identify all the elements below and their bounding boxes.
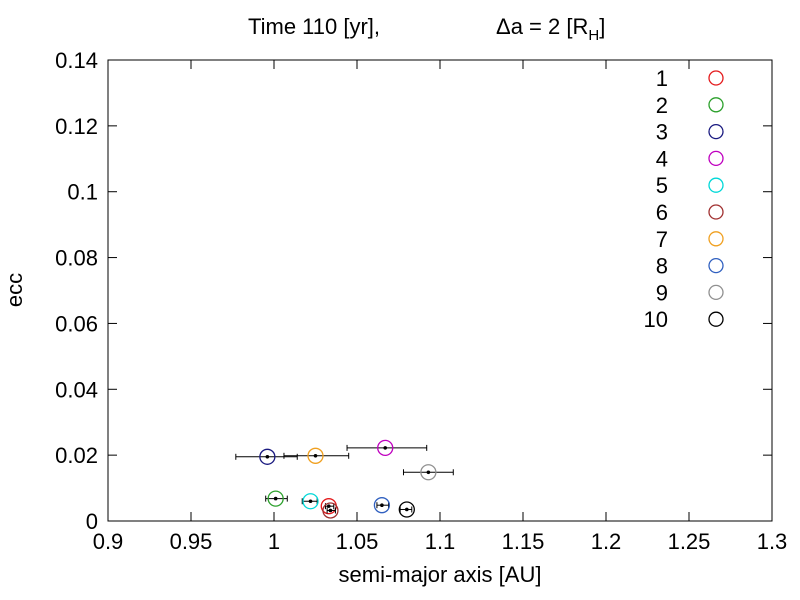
data-point-marker	[420, 464, 437, 481]
series-5	[301, 493, 319, 510]
chart-title-time: Time 110 [yr],	[248, 14, 380, 39]
data-point-center	[426, 470, 431, 475]
x-tick-label: 1.3	[757, 529, 788, 554]
legend-entry-4: 4	[656, 146, 724, 171]
data-point-marker	[398, 501, 415, 518]
legend-entry-9: 9	[656, 280, 724, 305]
legend-entry-5: 5	[656, 173, 724, 198]
legend-label: 7	[656, 227, 668, 252]
legend-label: 8	[656, 254, 668, 279]
legend-marker	[708, 177, 724, 193]
legend-entry-3: 3	[656, 120, 724, 145]
y-tick-label: 0	[86, 509, 98, 534]
chart-title-delta: Δa = 2 [RH]	[496, 14, 605, 44]
legend-label: 5	[656, 173, 668, 198]
y-tick-label: 0.14	[55, 48, 98, 73]
data-point-center	[273, 496, 278, 501]
legend-entry-7: 7	[656, 227, 724, 252]
x-tick-label: 1.15	[502, 529, 545, 554]
data-point-center	[326, 504, 331, 508]
series-10	[398, 501, 415, 518]
series-7	[283, 447, 350, 464]
data-point-center	[383, 446, 388, 450]
legend-marker	[708, 150, 724, 167]
plot-frame	[107, 59, 773, 522]
x-tick-label: 1.1	[425, 529, 456, 554]
data-points	[235, 439, 454, 519]
legend-marker	[708, 204, 724, 220]
data-point-marker	[307, 447, 324, 464]
legend-label: 3	[656, 120, 668, 145]
x-tick-label: 0.9	[93, 529, 124, 554]
y-ticks: 0 0.02 0.04 0.06 0.08 0.1 0.12 0.14	[55, 48, 772, 534]
legend-label: 9	[656, 280, 668, 305]
series-4	[346, 439, 428, 457]
legend-entry-6: 6	[656, 200, 724, 225]
y-tick-label: 0.04	[55, 377, 98, 402]
legend-label: 1	[656, 66, 668, 91]
x-axis-title: semi-major axis [AU]	[339, 562, 542, 587]
legend-entry-2: 2	[656, 93, 724, 118]
legend-marker	[708, 311, 724, 327]
x-tick-label: 1.2	[591, 529, 622, 554]
y-tick-label: 0.06	[55, 311, 98, 336]
x-tick-label: 1	[268, 529, 280, 554]
y-tick-label: 0.1	[67, 180, 98, 205]
legend-marker	[708, 284, 724, 301]
x-ticks: 0.9 0.95 1 1.05 1.1 1.15 1.2 1.25 1.3	[93, 60, 788, 554]
legend-label: 10	[644, 307, 668, 332]
data-point-marker	[377, 439, 394, 457]
legend-marker	[708, 97, 724, 113]
legend-entry-8: 8	[656, 254, 724, 279]
data-point-marker	[267, 490, 284, 507]
legend-marker	[708, 123, 724, 140]
y-tick-label: 0.12	[55, 114, 98, 139]
legend-entry-10: 10	[644, 307, 724, 332]
y-axis-title: ecc	[2, 273, 27, 307]
y-tick-label: 0.02	[55, 443, 98, 468]
data-point-center	[328, 508, 333, 513]
y-tick-label: 0.08	[55, 246, 98, 271]
data-point-marker	[322, 502, 339, 519]
series-9	[402, 464, 454, 481]
data-point-center	[265, 454, 270, 459]
legend-marker	[708, 257, 724, 274]
legend-label: 6	[656, 200, 668, 225]
series-8	[373, 497, 391, 514]
data-point-center	[313, 454, 318, 458]
series-2	[265, 490, 288, 507]
legend-marker	[708, 70, 724, 86]
data-point-center	[308, 499, 313, 504]
data-point-center	[380, 503, 384, 507]
legend-entry-1: 1	[656, 66, 724, 91]
x-tick-label: 1.05	[336, 529, 379, 554]
data-point-marker	[302, 493, 319, 510]
series-6	[322, 502, 339, 519]
x-tick-label: 0.95	[170, 529, 213, 554]
series-3	[235, 448, 298, 465]
legend-label: 4	[656, 146, 668, 171]
data-point-marker	[259, 448, 276, 465]
legend-marker	[708, 231, 724, 247]
data-point-marker	[373, 497, 391, 514]
x-tick-label: 1.25	[668, 529, 711, 554]
data-point-center	[405, 507, 409, 512]
legend-label: 2	[656, 93, 668, 118]
